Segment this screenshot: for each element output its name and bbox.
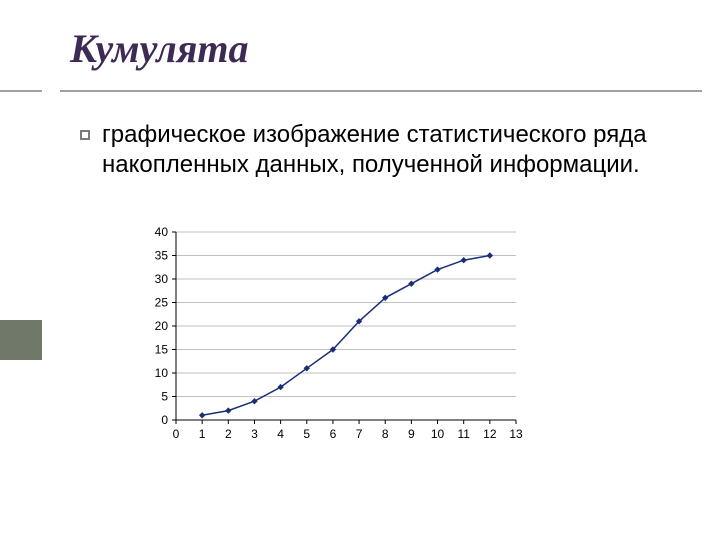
svg-text:9: 9: [408, 427, 415, 441]
title-rule-left: [0, 90, 42, 92]
square-bullet-icon: [80, 130, 90, 140]
cumulative-chart: 0510152025303540012345678910111213: [130, 220, 530, 465]
svg-text:20: 20: [155, 319, 169, 333]
svg-text:7: 7: [356, 427, 363, 441]
svg-text:5: 5: [161, 390, 168, 404]
svg-text:0: 0: [161, 413, 168, 427]
accent-bar: [0, 320, 42, 360]
svg-text:2: 2: [225, 427, 232, 441]
svg-text:1: 1: [199, 427, 206, 441]
svg-text:40: 40: [155, 225, 169, 239]
svg-text:30: 30: [155, 272, 169, 286]
svg-text:5: 5: [303, 427, 310, 441]
svg-text:6: 6: [330, 427, 337, 441]
svg-text:8: 8: [382, 427, 389, 441]
chart-svg: 0510152025303540012345678910111213: [130, 220, 530, 465]
svg-text:0: 0: [173, 427, 180, 441]
bullet-item: графическое изображение статистического …: [80, 120, 680, 180]
svg-text:12: 12: [483, 427, 497, 441]
svg-text:13: 13: [509, 427, 523, 441]
bullet-block: графическое изображение статистического …: [80, 120, 680, 180]
svg-text:35: 35: [155, 249, 169, 263]
bullet-text: графическое изображение статистического …: [102, 120, 680, 180]
svg-text:15: 15: [155, 343, 169, 357]
svg-text:10: 10: [431, 427, 445, 441]
svg-text:11: 11: [457, 427, 470, 441]
slide: Кумулята графическое изображение статист…: [0, 0, 720, 540]
svg-text:4: 4: [277, 427, 284, 441]
svg-text:25: 25: [155, 296, 169, 310]
title-rule-right: [60, 90, 702, 92]
svg-text:3: 3: [251, 427, 258, 441]
slide-title: Кумулята: [70, 25, 249, 72]
svg-text:10: 10: [155, 366, 169, 380]
